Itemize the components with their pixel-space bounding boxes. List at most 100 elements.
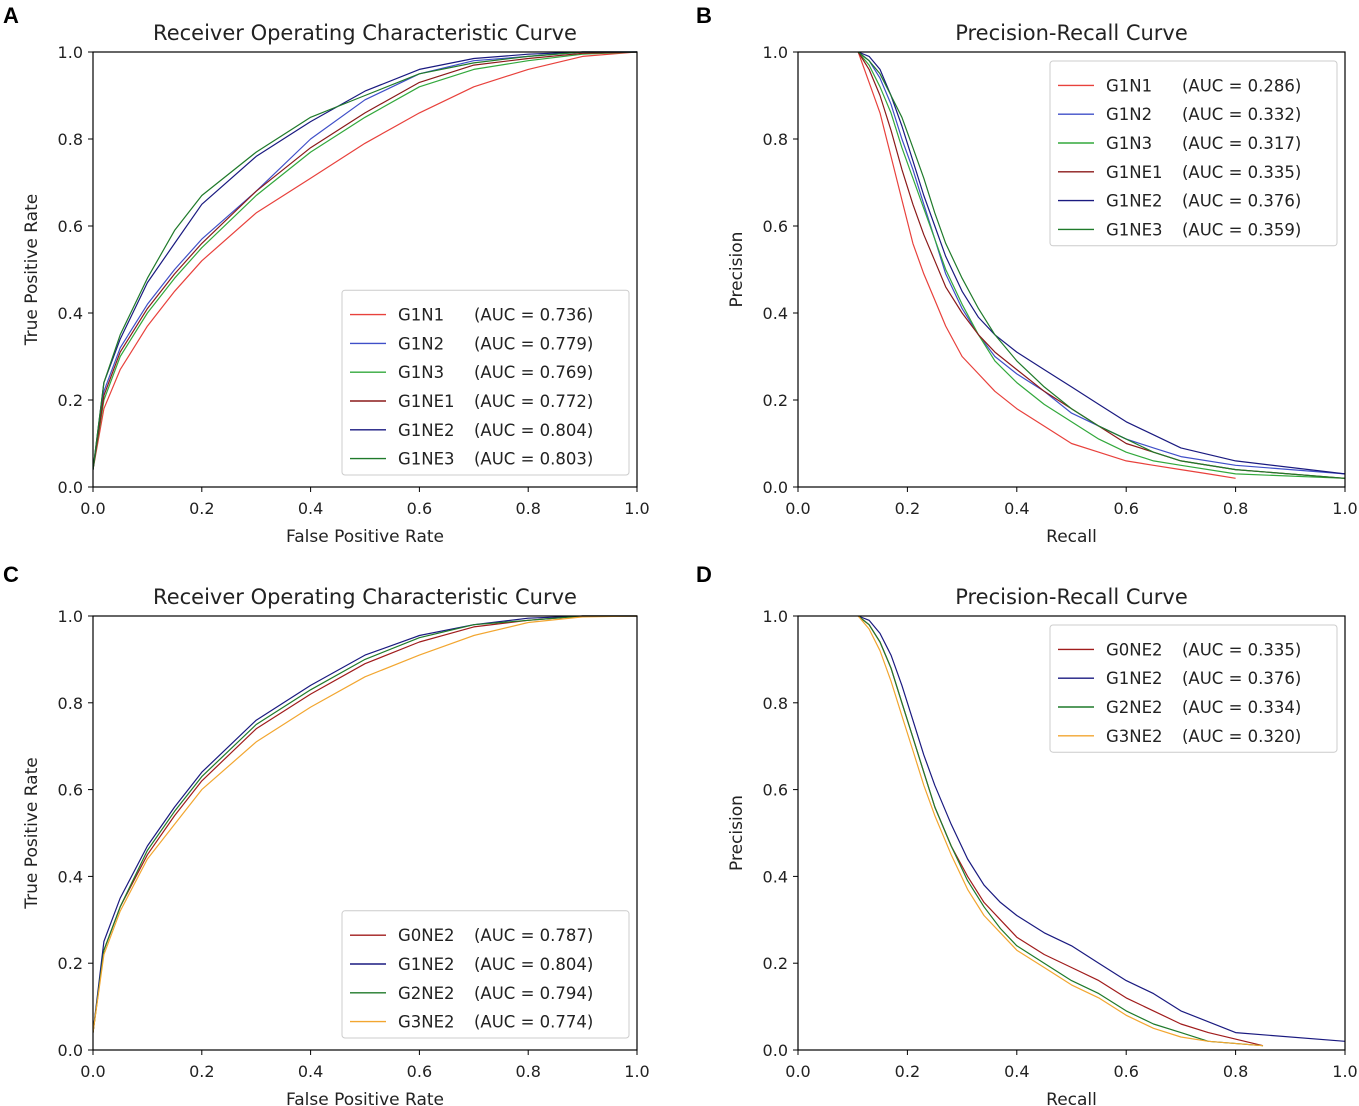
legend-label: G0NE2 xyxy=(1106,640,1163,659)
legend-label: G1NE2 xyxy=(398,421,455,440)
y-axis-label: True Positive Rate xyxy=(22,757,42,909)
plot-frame xyxy=(797,51,1346,488)
x-tick-label: 0.6 xyxy=(1113,1062,1138,1081)
y-tick-label: 0.2 xyxy=(58,954,83,973)
x-tick-label: 0.4 xyxy=(1004,1062,1029,1081)
x-tick-label: 0.2 xyxy=(189,1062,214,1081)
legend: G1N1 (AUC = 0.736) G1N2 (AUC = 0.779) G1N3 (A… xyxy=(341,289,630,476)
y-tick-label: 1.0 xyxy=(763,607,788,626)
y-tick-label: 1.0 xyxy=(763,43,788,62)
legend-auc: (AUC = 0.286) xyxy=(1182,76,1301,95)
panel-c: C Receiver Operating Characteristic Curve… xyxy=(3,562,650,1106)
y-axis-label: Precision xyxy=(727,795,747,871)
y-tick-label: 0.6 xyxy=(763,217,788,236)
legend-auc: (AUC = 0.772) xyxy=(474,392,593,411)
plot-frame xyxy=(92,51,638,488)
y-tick-label: 0.0 xyxy=(763,1041,788,1060)
x-tick-label: 0.8 xyxy=(515,1062,540,1081)
series-line-g1ne2 xyxy=(93,615,637,1033)
legend: G1N1 (AUC = 0.286) G1N2 (AUC = 0.332) G1N3 (A… xyxy=(1049,60,1338,247)
y-tick-label: 0.2 xyxy=(58,391,83,410)
legend-auc: (AUC = 0.787) xyxy=(474,926,593,945)
y-tick-label: 0.8 xyxy=(58,694,83,713)
curves xyxy=(93,51,637,470)
legend-label: G1N2 xyxy=(398,334,444,353)
legend-box xyxy=(341,289,630,476)
curves xyxy=(857,51,1345,479)
series-line-g3ne2 xyxy=(857,615,1264,1047)
legend-auc: (AUC = 0.803) xyxy=(474,450,593,469)
panel-a: A Receiver Operating Characteristic Curve… xyxy=(3,3,650,547)
legend-label: G2NE2 xyxy=(398,984,455,1003)
y-axis-label: Precision xyxy=(727,232,747,308)
legend-auc: (AUC = 0.736) xyxy=(474,306,593,325)
series-line-g1ne1 xyxy=(93,51,637,470)
x-tick-label: 1.0 xyxy=(1332,1062,1357,1081)
legend-auc: (AUC = 0.794) xyxy=(474,984,593,1003)
x-tick-label: 0.8 xyxy=(515,499,540,518)
x-tick-label: 0.6 xyxy=(407,499,432,518)
legend-auc: (AUC = 0.320) xyxy=(1182,727,1301,746)
legend-label: G1NE2 xyxy=(1106,669,1163,688)
x-tick-label: 1.0 xyxy=(1332,499,1357,518)
x-axis-label: Recall xyxy=(1046,1090,1097,1106)
legend-label: G1NE2 xyxy=(398,955,455,974)
x-axis-label: False Positive Rate xyxy=(286,1090,444,1106)
panel-letter: B xyxy=(696,3,712,28)
x-tick-label: 0.8 xyxy=(1223,1062,1248,1081)
y-tick-label: 0.4 xyxy=(763,867,788,886)
series-line-g1ne1 xyxy=(857,51,1345,479)
y-axis-label: True Positive Rate xyxy=(22,194,42,346)
series-line-g2ne2 xyxy=(857,615,1264,1047)
y-tick-label: 0.2 xyxy=(763,391,788,410)
y-tick-label: 0.8 xyxy=(763,694,788,713)
panel-letter: A xyxy=(3,3,19,28)
legend-label: G1NE2 xyxy=(1106,192,1163,211)
legend-label: G1N1 xyxy=(1106,76,1152,95)
x-tick-label: 0.6 xyxy=(1113,499,1138,518)
x-tick-label: 0.8 xyxy=(1223,499,1248,518)
legend-auc: (AUC = 0.774) xyxy=(474,1013,593,1032)
legend-auc: (AUC = 0.804) xyxy=(474,421,593,440)
legend-label: G1N1 xyxy=(398,306,444,325)
series-line-g1ne2 xyxy=(857,615,1345,1042)
x-tick-label: 0.0 xyxy=(80,499,105,518)
y-tick-label: 0.6 xyxy=(58,781,83,800)
panel-b: B Precision-Recall Curve 0.0 0.2 0.4 0.6 0.8 1.… xyxy=(696,3,1358,547)
x-axis-label: Recall xyxy=(1046,527,1097,547)
legend-label: G0NE2 xyxy=(398,926,455,945)
x-tick-label: 1.0 xyxy=(624,1062,649,1081)
y-tick-label: 0.8 xyxy=(763,130,788,149)
legend-label: G2NE2 xyxy=(1106,698,1163,717)
series-line-g2ne2 xyxy=(93,615,637,1033)
series-line-g1ne2 xyxy=(93,51,637,470)
series-line-g1ne2 xyxy=(857,51,1345,475)
x-tick-label: 0.2 xyxy=(895,1062,920,1081)
y-tick-label: 0.8 xyxy=(58,130,83,149)
x-tick-label: 0.0 xyxy=(785,1062,810,1081)
chart-title: Receiver Operating Characteristic Curve xyxy=(153,585,577,609)
legend-label: G1NE1 xyxy=(1106,163,1163,182)
y-tick-label: 0.0 xyxy=(58,478,83,497)
y-tick-label: 0.6 xyxy=(58,217,83,236)
plot-frame xyxy=(92,615,638,1051)
plot-frame xyxy=(797,615,1346,1051)
legend-box xyxy=(1049,624,1338,753)
curves xyxy=(93,615,637,1033)
y-tick-label: 1.0 xyxy=(58,43,83,62)
series-line-g1ne3 xyxy=(93,51,637,470)
x-tick-label: 0.4 xyxy=(298,499,323,518)
x-tick-label: 0.2 xyxy=(189,499,214,518)
legend: G0NE2 (AUC = 0.787) G1NE2 (AUC = 0.804) G2NE… xyxy=(341,910,630,1039)
y-tick-label: 0.0 xyxy=(763,478,788,497)
series-line-g1n1 xyxy=(93,51,637,470)
legend-auc: (AUC = 0.335) xyxy=(1182,640,1301,659)
series-line-g1n1 xyxy=(857,51,1236,479)
legend-label: G1N3 xyxy=(398,363,444,382)
legend-auc: (AUC = 0.335) xyxy=(1182,163,1301,182)
panel-letter: D xyxy=(696,562,712,587)
chart-title: Precision-Recall Curve xyxy=(955,21,1188,45)
legend-auc: (AUC = 0.376) xyxy=(1182,669,1301,688)
legend-label: G1N3 xyxy=(1106,134,1152,153)
x-tick-label: 0.6 xyxy=(407,1062,432,1081)
